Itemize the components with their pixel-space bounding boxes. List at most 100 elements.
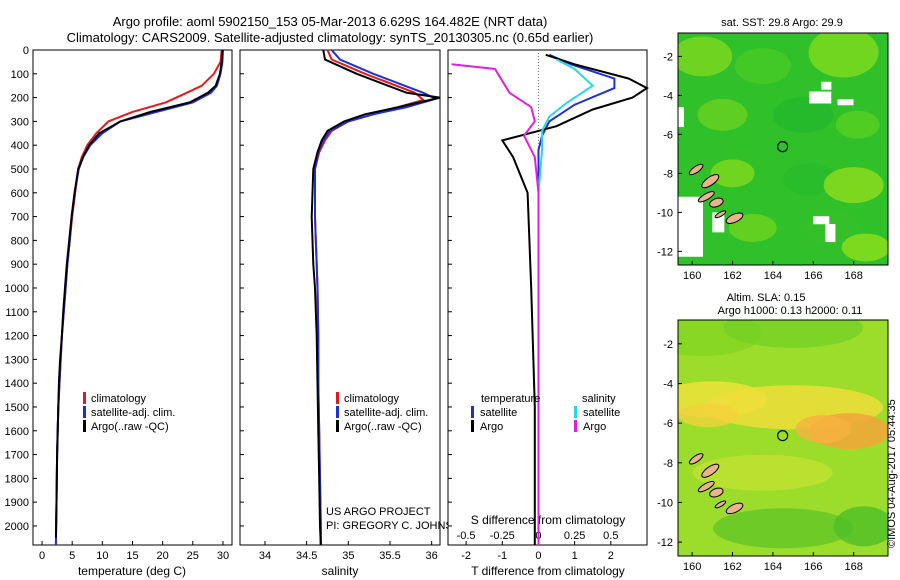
x-axis-label: T difference from climatology bbox=[471, 564, 625, 578]
map-field-patch bbox=[697, 98, 748, 131]
map-field-patch bbox=[783, 163, 836, 196]
argo-position-marker bbox=[777, 430, 789, 442]
x-tick-label: 36 bbox=[426, 550, 438, 562]
y-tick-label: 400 bbox=[11, 140, 29, 152]
y-tick-label: 1700 bbox=[5, 450, 29, 462]
missing-data-patch bbox=[678, 196, 703, 257]
island-shape bbox=[725, 212, 744, 224]
island-shape bbox=[697, 191, 715, 203]
y-tick-label: -4 bbox=[663, 378, 673, 390]
y-tick-label: -2 bbox=[663, 339, 673, 351]
island-shape bbox=[714, 500, 727, 509]
x-tick-label: 168 bbox=[844, 561, 862, 573]
map-field-patch bbox=[841, 233, 888, 262]
legend-swatch bbox=[574, 420, 577, 432]
island-shape bbox=[714, 210, 727, 219]
x-tick-label: 166 bbox=[804, 270, 822, 282]
island-shape bbox=[709, 487, 724, 498]
x-axis-label: salinity bbox=[322, 564, 359, 578]
x-tick-label: -1 bbox=[497, 550, 507, 562]
x-tick-label: -2 bbox=[461, 550, 471, 562]
map-field-patch bbox=[823, 167, 884, 204]
project-label: US ARGO PROJECT bbox=[326, 506, 431, 518]
map-field bbox=[678, 33, 888, 265]
x-tick-label: 168 bbox=[844, 270, 862, 282]
map-field bbox=[678, 320, 888, 556]
x-tick-label: 10 bbox=[96, 550, 108, 562]
map-frame bbox=[677, 319, 889, 557]
y-tick-label: 800 bbox=[11, 235, 29, 247]
missing-data-patch bbox=[821, 81, 832, 90]
missing-data-patch bbox=[837, 99, 854, 106]
x-tick-label: 160 bbox=[683, 561, 701, 573]
map-field-patch bbox=[833, 506, 888, 547]
legend-label: Argo bbox=[583, 421, 606, 433]
x-tick-label: 34 bbox=[259, 550, 271, 562]
sst-map-title: sat. SST: 29.8 Argo: 29.9 bbox=[721, 17, 843, 29]
y-tick-label: 1500 bbox=[5, 402, 29, 414]
series-line-argo bbox=[54, 49, 224, 538]
x-tick-label: 162 bbox=[723, 561, 741, 573]
island-shape bbox=[709, 197, 724, 208]
legend-swatch bbox=[336, 420, 339, 432]
x-tick-label: 35 bbox=[342, 550, 354, 562]
map-field-patch bbox=[795, 415, 852, 444]
legend-swatch bbox=[83, 406, 86, 418]
y-tick-label: 700 bbox=[11, 212, 29, 224]
x-tick-label: 1 bbox=[572, 550, 578, 562]
legend-label: Argo(..raw -QC) bbox=[91, 421, 169, 433]
pi-label: PI: GREGORY C. JOHNSON bbox=[326, 520, 469, 532]
y-tick-label: 1100 bbox=[5, 307, 29, 319]
x-tick-label: 162 bbox=[723, 270, 741, 282]
legend-label: climatology bbox=[91, 393, 147, 405]
x-axis-label: temperature (deg C) bbox=[78, 564, 186, 578]
legend-label: satellite-adj. clim. bbox=[91, 407, 175, 419]
legend-label: satellite bbox=[480, 407, 517, 419]
temperature-panel: 0100200300400500600700800900100011001200… bbox=[5, 45, 233, 578]
y-tick-label: -6 bbox=[663, 418, 673, 430]
legend-swatch bbox=[471, 420, 474, 432]
legend-header-salinity: salinity bbox=[582, 393, 616, 405]
y-tick-label: 500 bbox=[11, 164, 29, 176]
y-tick-label: 1000 bbox=[5, 283, 29, 295]
series-line-s-argo bbox=[451, 63, 540, 545]
s-tick-label: 0.5 bbox=[603, 530, 618, 542]
y-tick-label: 1300 bbox=[5, 354, 29, 366]
plot-frame bbox=[32, 49, 233, 546]
y-tick-label: -10 bbox=[657, 207, 673, 219]
x-tick-label: 164 bbox=[764, 561, 782, 573]
x-tick-label: 0 bbox=[39, 550, 45, 562]
series-line-t-argo bbox=[500, 53, 649, 545]
legend-label: satellite bbox=[583, 407, 620, 419]
island-shape bbox=[725, 502, 744, 515]
y-tick-label: -4 bbox=[663, 90, 673, 102]
y-tick-label: 200 bbox=[11, 93, 29, 105]
y-tick-label: 100 bbox=[11, 69, 29, 81]
y-tick-label: -8 bbox=[663, 168, 673, 180]
legend-label: climatology bbox=[344, 393, 400, 405]
map-frame bbox=[677, 32, 889, 266]
x-tick-label: 15 bbox=[126, 550, 138, 562]
y-tick-label: 2000 bbox=[5, 521, 29, 533]
legend-swatch bbox=[471, 406, 474, 418]
missing-data-patch bbox=[825, 224, 836, 243]
map-field-patch bbox=[728, 213, 777, 242]
x-tick-label: 25 bbox=[187, 550, 199, 562]
island-shape bbox=[697, 480, 715, 493]
x-tick-label: 164 bbox=[764, 270, 782, 282]
y-tick-label: -12 bbox=[657, 537, 673, 549]
map-field-patch bbox=[678, 36, 733, 77]
legend-swatch bbox=[336, 406, 339, 418]
legend-swatch bbox=[336, 392, 339, 404]
map-field-patch bbox=[773, 96, 834, 133]
map-field-patch bbox=[692, 454, 833, 491]
map-field-patch bbox=[710, 159, 755, 188]
s-tick-label: -0.25 bbox=[490, 530, 515, 542]
x-tick-label: 0 bbox=[535, 550, 541, 562]
x-tick-label: 35.5 bbox=[379, 550, 400, 562]
x-tick-label: 34.5 bbox=[296, 550, 317, 562]
y-tick-label: 1200 bbox=[5, 331, 29, 343]
s-tick-label: 0.25 bbox=[564, 530, 585, 542]
y-tick-label: 900 bbox=[11, 259, 29, 271]
